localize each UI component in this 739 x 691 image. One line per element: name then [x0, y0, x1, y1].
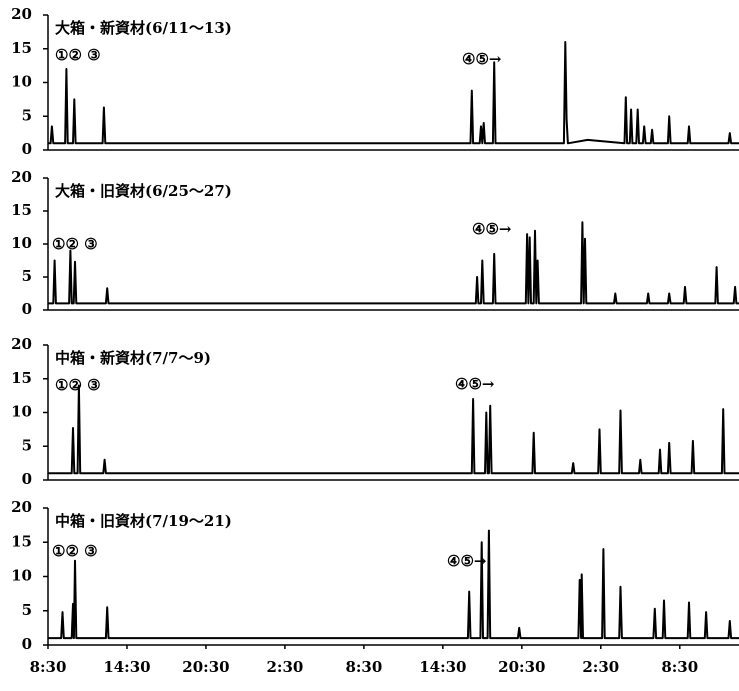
panel-title: 中箱・旧資材(7/19～21)	[55, 512, 232, 530]
x-tick-label: 20:30	[498, 658, 545, 676]
annotation: ①② ③	[52, 235, 98, 253]
x-tick-label: 8:30	[345, 658, 382, 676]
y-tick-label: 0	[22, 300, 32, 318]
panel-title: 中箱・新資材(7/7～9)	[55, 349, 211, 367]
y-tick-label: 5	[22, 601, 32, 619]
y-tick-label: 0	[22, 140, 32, 158]
y-tick-label: 15	[11, 201, 32, 219]
data-line	[48, 529, 739, 640]
y-tick-label: 10	[11, 567, 32, 585]
data-line	[48, 221, 739, 305]
annotation: ④⑤→	[462, 50, 502, 68]
y-tick-label: 15	[11, 369, 32, 387]
x-tick-label: 14:30	[103, 658, 150, 676]
y-tick-label: 15	[11, 532, 32, 550]
y-tick-label: 20	[11, 168, 32, 186]
y-tick-label: 5	[22, 436, 32, 454]
y-tick-label: 20	[11, 498, 32, 516]
data-line	[48, 41, 739, 145]
annotation: ④⑤→	[472, 220, 512, 238]
panel-title: 大箱・旧資材(6/25～27)	[55, 182, 232, 200]
x-tick-label: 20:30	[182, 658, 229, 676]
annotation: ①② ③	[55, 46, 101, 64]
y-tick-label: 10	[11, 403, 32, 421]
panel-title: 大箱・新資材(6/11～13)	[55, 19, 232, 37]
y-tick-label: 20	[11, 335, 32, 353]
y-tick-label: 5	[22, 267, 32, 285]
y-tick-label: 5	[22, 106, 32, 124]
y-tick-label: 0	[22, 470, 32, 488]
data-line	[48, 384, 739, 475]
y-tick-label: 15	[11, 39, 32, 57]
annotation: ①② ③	[55, 376, 101, 394]
annotation: ④⑤→	[447, 552, 487, 570]
y-tick-label: 20	[11, 5, 32, 23]
annotation: ④⑤→	[455, 375, 495, 393]
y-tick-label: 0	[22, 635, 32, 653]
x-tick-label: 2:30	[582, 658, 619, 676]
y-tick-label: 10	[11, 234, 32, 252]
x-tick-label: 14:30	[419, 658, 466, 676]
y-tick-label: 10	[11, 73, 32, 91]
x-tick-label: 8:30	[661, 658, 698, 676]
annotation: ①② ③	[52, 542, 98, 560]
x-tick-label: 8:30	[30, 658, 67, 676]
x-tick-label: 2:30	[266, 658, 303, 676]
